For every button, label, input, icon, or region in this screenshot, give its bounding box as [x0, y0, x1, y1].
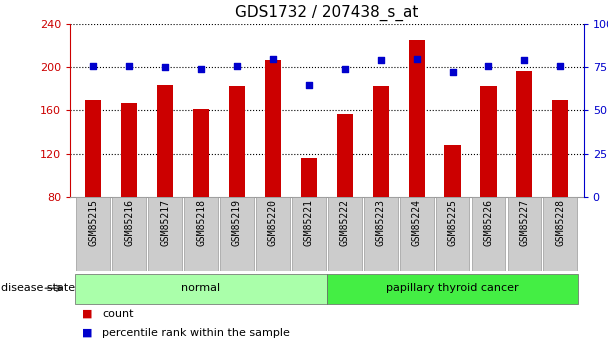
Bar	[373, 86, 389, 197]
Text: GSM85217: GSM85217	[160, 199, 170, 246]
Text: GSM85222: GSM85222	[340, 199, 350, 246]
FancyBboxPatch shape	[328, 197, 362, 271]
FancyBboxPatch shape	[148, 197, 182, 271]
Text: ■: ■	[82, 328, 92, 338]
Point	[161, 65, 170, 70]
Text: GSM85215: GSM85215	[88, 199, 98, 246]
Text: papillary thyroid cancer: papillary thyroid cancer	[386, 283, 519, 293]
Bar	[157, 85, 173, 197]
Text: normal: normal	[182, 283, 221, 293]
Text: count: count	[102, 309, 134, 319]
FancyBboxPatch shape	[256, 197, 290, 271]
Text: GSM85221: GSM85221	[304, 199, 314, 246]
Text: disease state: disease state	[1, 283, 75, 293]
Bar	[337, 114, 353, 197]
Bar	[301, 158, 317, 197]
Bar	[409, 40, 425, 197]
Point	[124, 63, 134, 68]
Bar	[516, 70, 533, 197]
FancyBboxPatch shape	[508, 197, 541, 271]
FancyBboxPatch shape	[326, 274, 578, 304]
Bar	[552, 100, 568, 197]
Bar	[193, 109, 209, 197]
FancyBboxPatch shape	[220, 197, 254, 271]
Text: GSM85216: GSM85216	[124, 199, 134, 246]
FancyBboxPatch shape	[75, 274, 326, 304]
FancyBboxPatch shape	[544, 197, 577, 271]
Text: GSM85226: GSM85226	[483, 199, 494, 246]
Text: GSM85228: GSM85228	[555, 199, 565, 246]
Bar	[121, 103, 137, 197]
Point	[519, 58, 529, 63]
Point	[88, 63, 98, 68]
Text: GSM85220: GSM85220	[268, 199, 278, 246]
Bar	[444, 145, 461, 197]
FancyBboxPatch shape	[184, 197, 218, 271]
Point	[556, 63, 565, 68]
Text: ■: ■	[82, 309, 92, 319]
Text: GSM85218: GSM85218	[196, 199, 206, 246]
Text: percentile rank within the sample: percentile rank within the sample	[102, 328, 290, 338]
FancyBboxPatch shape	[399, 197, 434, 271]
FancyBboxPatch shape	[77, 197, 110, 271]
Text: GSM85227: GSM85227	[519, 199, 530, 246]
Point	[340, 66, 350, 72]
Point	[232, 63, 242, 68]
Text: GSM85219: GSM85219	[232, 199, 242, 246]
Bar	[265, 60, 281, 197]
FancyBboxPatch shape	[364, 197, 398, 271]
Point	[483, 63, 493, 68]
Text: GSM85223: GSM85223	[376, 199, 385, 246]
FancyBboxPatch shape	[292, 197, 326, 271]
Point	[268, 56, 278, 61]
Point	[376, 58, 385, 63]
FancyBboxPatch shape	[472, 197, 505, 271]
Bar	[85, 100, 102, 197]
FancyBboxPatch shape	[112, 197, 146, 271]
Text: GSM85225: GSM85225	[447, 199, 458, 246]
FancyBboxPatch shape	[436, 197, 469, 271]
Text: GSM85224: GSM85224	[412, 199, 421, 246]
Point	[304, 82, 314, 87]
Point	[196, 66, 206, 72]
Point	[447, 70, 457, 75]
Bar	[229, 86, 245, 197]
Bar	[480, 86, 497, 197]
Title: GDS1732 / 207438_s_at: GDS1732 / 207438_s_at	[235, 5, 418, 21]
Point	[412, 56, 421, 61]
